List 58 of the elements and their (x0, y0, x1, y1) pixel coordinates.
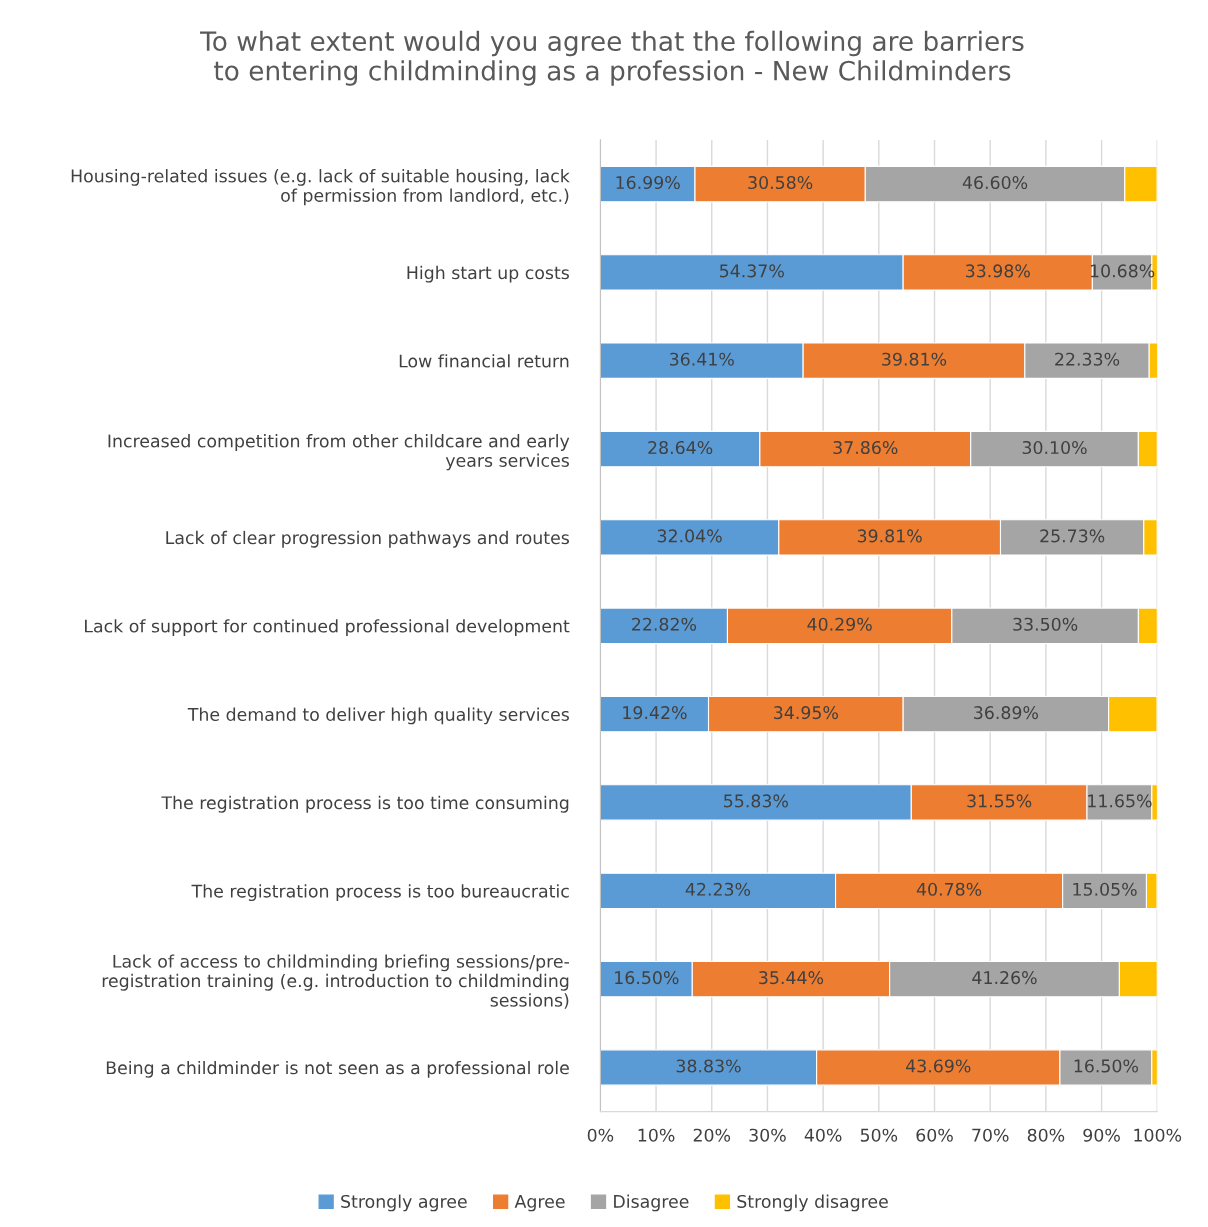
x-tick-label: 50% (860, 1128, 898, 1142)
data-label: 31.55% (967, 794, 1032, 808)
data-label: 16.99% (616, 175, 680, 190)
legend-label: Strongly agree (341, 1194, 467, 1212)
x-tick-label: 90% (1083, 1128, 1120, 1142)
data-label: 38.83% (676, 1059, 741, 1073)
data-label: 34.95% (774, 706, 838, 720)
data-label: 28.64% (648, 440, 713, 455)
data-label: 55.83% (724, 794, 788, 808)
y-tick-label: The registration process is too bureaucratic (191, 884, 569, 902)
data-label: 22.33% (1055, 352, 1120, 366)
x-tick-label: 20% (693, 1128, 731, 1142)
x-tick-label: 70% (972, 1128, 1009, 1142)
data-label: 33.98% (966, 264, 1030, 278)
y-tick-label: Lack of access to childminding briefing sessions/pre- registration training (e.g. introduction to childminding sessions) (102, 954, 569, 1009)
legend-label: Agree (514, 1195, 565, 1212)
y-tick-label: Lack of clear progression pathways and routes (166, 530, 569, 548)
legend-label: Disagree (614, 1194, 689, 1212)
data-label: 33.50% (1013, 617, 1078, 631)
chart-title: To what extent would you agree that the following are barriers to entering childminding as a profession - New Childminders (200, 30, 1024, 86)
data-label: 40.29% (807, 617, 872, 631)
x-tick-label: 0% (587, 1128, 614, 1142)
data-label: 35.44% (759, 971, 824, 985)
data-label: 43.69% (906, 1059, 971, 1073)
data-label: 25.73% (1040, 529, 1105, 543)
data-label: 16.50% (1074, 1059, 1138, 1073)
data-label: 22.82% (632, 617, 697, 631)
data-label: 16.50% (615, 971, 679, 985)
data-label: 15.05% (1073, 882, 1137, 896)
data-label: 41.26% (972, 971, 1037, 985)
legend-label: Strongly disagree (737, 1194, 888, 1212)
y-tick-label: Lack of support for continued professional development (85, 619, 570, 636)
x-tick-label: 30% (749, 1128, 786, 1142)
data-label: 39.81% (857, 529, 922, 543)
data-label: 40.78% (916, 882, 982, 896)
x-tick-label: 80% (1027, 1128, 1065, 1142)
data-label: 30.10% (1022, 440, 1087, 455)
data-label: 36.41% (669, 352, 734, 366)
y-tick-label: The registration process is too time consuming (161, 795, 569, 813)
data-label: 19.42% (623, 706, 687, 720)
data-label: 32.04% (657, 529, 722, 543)
data-label: 54.37% (720, 264, 784, 278)
y-tick-label: Increased competition from other childcare and early years services (108, 434, 570, 471)
data-label: 37.86% (833, 440, 898, 455)
y-tick-label: The demand to deliver high quality services (187, 707, 569, 725)
x-tick-label: 10% (638, 1128, 675, 1142)
x-tick-label: 100% (1134, 1128, 1182, 1142)
y-tick-label: Being a childminder is not seen as a professional role (106, 1060, 569, 1078)
y-tick-label: Housing-related issues (e.g. lack of suitable housing, lack of permission from landlord, etc.) (71, 169, 570, 206)
data-label: 36.89% (974, 706, 1039, 720)
data-label: 30.58% (748, 175, 813, 190)
data-label: 46.60% (962, 175, 1028, 190)
data-label: 42.23% (685, 882, 751, 896)
data-label: 39.81% (882, 352, 947, 366)
y-tick-label: Low financial return (399, 354, 569, 368)
x-tick-label: 40% (804, 1128, 842, 1142)
y-tick-label: High start up costs (407, 265, 569, 283)
x-tick-label: 60% (916, 1128, 953, 1142)
